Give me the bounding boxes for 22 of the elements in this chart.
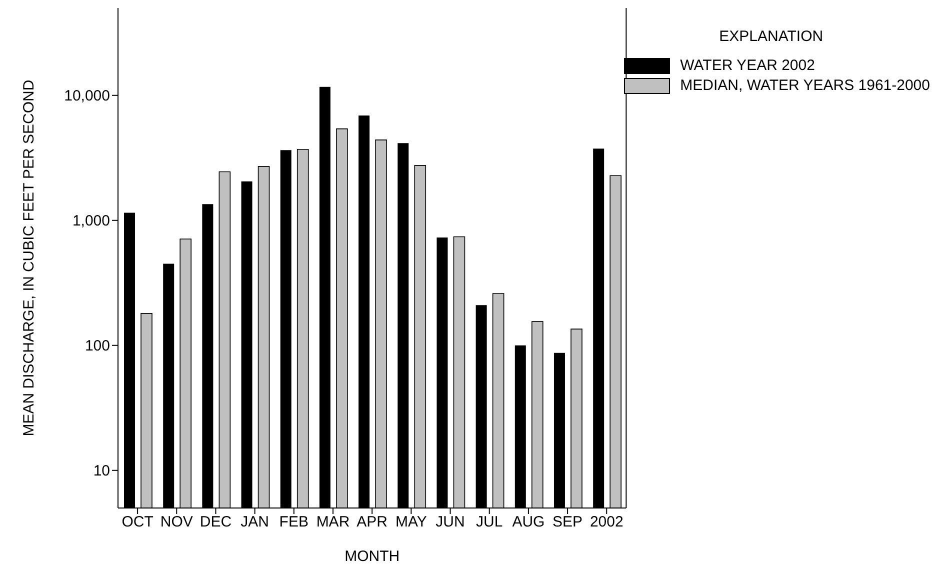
y-tick-label: 10 [93, 462, 110, 480]
x-tick-label: APR [356, 514, 388, 531]
x-tick-label: 2002 [590, 514, 624, 531]
legend-label: MEDIAN, WATER YEARS 1961-2000 [680, 77, 930, 94]
x-tick-label: JAN [240, 514, 269, 531]
x-tick-label: NOV [160, 514, 193, 531]
x-tick-label: OCT [122, 514, 154, 531]
y-tick-label: 10,000 [64, 88, 110, 105]
x-axis-title: MONTH [344, 548, 400, 565]
legend-title: EXPLANATION [719, 28, 824, 45]
legend-label: WATER YEAR 2002 [680, 57, 815, 74]
x-tick-label: DEC [200, 514, 232, 531]
x-tick-label: MAY [395, 514, 427, 531]
x-tick-label: AUG [512, 514, 545, 531]
y-axis-title: MEAN DISCHARGE, IN CUBIC FEET PER SECOND [20, 80, 38, 436]
x-tick-label: MAR [316, 514, 350, 531]
x-tick-label: JUL [476, 514, 503, 531]
x-tick-label: JUN [436, 514, 465, 531]
y-tick-label: 1,000 [72, 212, 110, 230]
y-tick-label: 100 [84, 338, 110, 355]
x-tick-label: SEP [552, 514, 583, 531]
x-tick-label: FEB [279, 514, 308, 531]
